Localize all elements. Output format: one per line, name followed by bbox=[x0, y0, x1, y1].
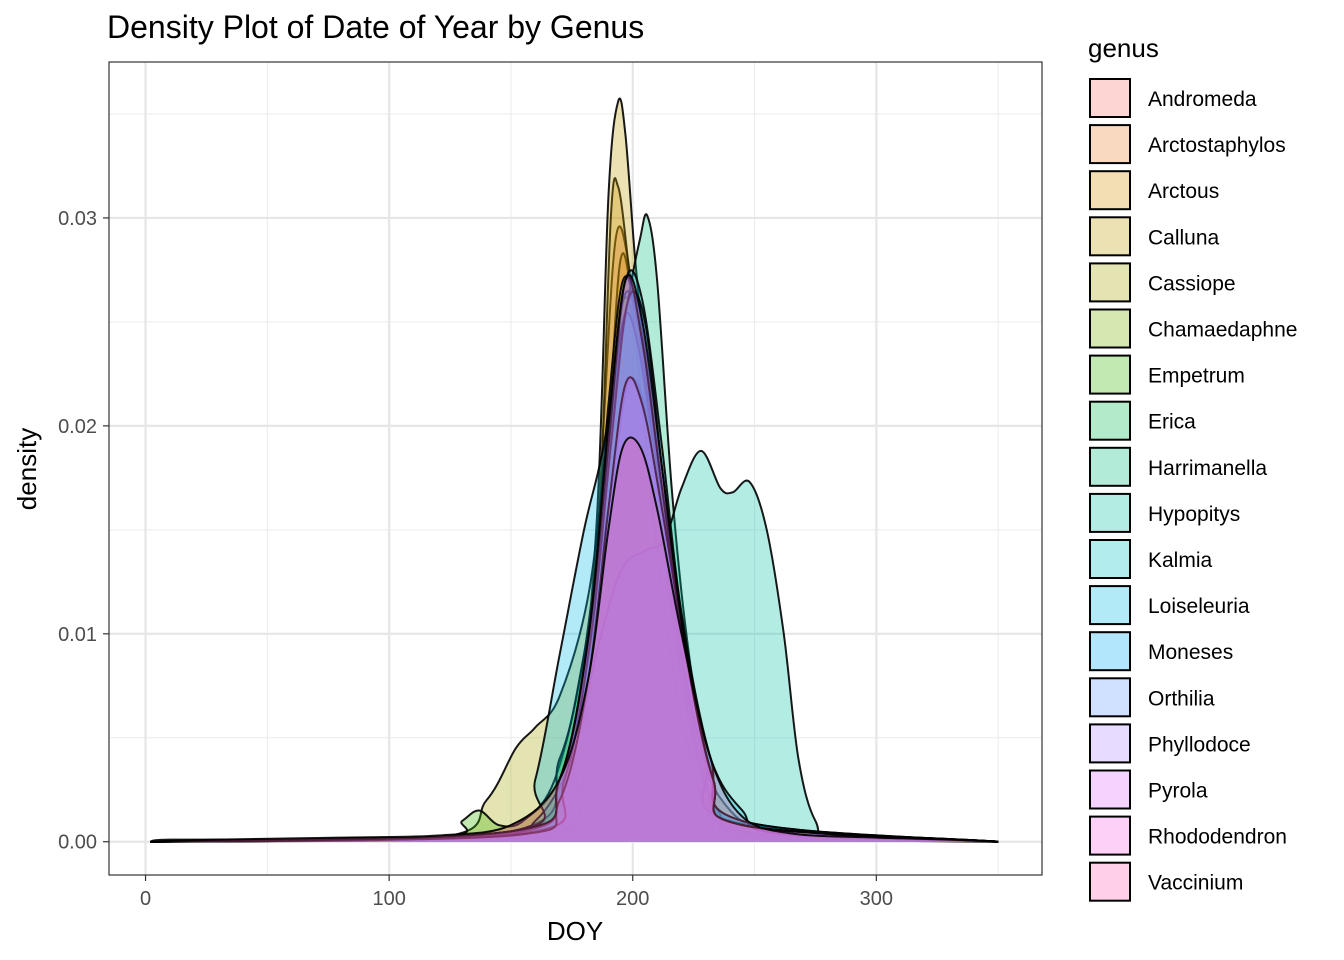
legend-label-cassiope: Cassiope bbox=[1148, 272, 1236, 295]
x-axis-title: DOY bbox=[547, 916, 603, 946]
y-tick-label: 0.02 bbox=[58, 416, 97, 438]
legend-label-hypopitys: Hypopitys bbox=[1148, 503, 1240, 526]
legend-title: genus bbox=[1088, 33, 1159, 63]
legend-label-arctostaphylos: Arctostaphylos bbox=[1148, 134, 1286, 157]
legend-label-rhododendron: Rhododendron bbox=[1148, 826, 1287, 849]
legend-label-erica: Erica bbox=[1148, 411, 1196, 434]
legend-label-andromeda: Andromeda bbox=[1148, 88, 1257, 111]
legend-key-bg-kalmia bbox=[1088, 538, 1132, 580]
legend-swatch-arctostaphylos bbox=[1089, 124, 1131, 165]
density-area-hypopitys bbox=[150, 450, 999, 842]
legend-label-kalmia: Kalmia bbox=[1148, 549, 1213, 572]
legend-key-bg-rhododendron bbox=[1088, 814, 1132, 857]
y-axis: 0.00 0.01 0.02 0.03 bbox=[58, 208, 109, 854]
legend-swatch-chamaedaphne bbox=[1089, 308, 1131, 349]
legend-swatch-pyrola bbox=[1089, 769, 1131, 810]
legend-swatch-arctous bbox=[1089, 170, 1131, 211]
plot-border bbox=[108, 61, 1043, 876]
legend: Andromeda Arctostaphylos Arctous Calluna Cas… bbox=[1088, 77, 1297, 903]
x-axis: 0 100 200 300 bbox=[140, 875, 893, 910]
legend-key-bg-vaccinium bbox=[1088, 860, 1132, 903]
legend-swatch-calluna bbox=[1089, 216, 1131, 257]
y-tick-label: 0.01 bbox=[58, 624, 97, 646]
legend-swatch-phyllodoce bbox=[1089, 723, 1131, 764]
legend-swatch-loiseleuria bbox=[1089, 585, 1131, 626]
x-tick-label: 300 bbox=[860, 888, 893, 910]
legend-label-arctous: Arctous bbox=[1148, 180, 1219, 203]
x-tick-label: 0 bbox=[140, 888, 151, 910]
legend-swatch-rhododendron bbox=[1089, 815, 1131, 856]
legend-key-bg-empetrum bbox=[1088, 353, 1132, 396]
legend-swatch-andromeda bbox=[1089, 78, 1131, 118]
y-tick-label: 0.03 bbox=[58, 208, 97, 230]
legend-key-bg-orthilia bbox=[1088, 676, 1132, 719]
density-line-rhododendron bbox=[150, 273, 999, 843]
series-layer bbox=[150, 97, 999, 843]
legend-key-bg-erica bbox=[1088, 399, 1132, 442]
legend-key-bg-harrimanella bbox=[1088, 445, 1132, 488]
density-line-calluna bbox=[150, 97, 999, 843]
legend-label-empetrum: Empetrum bbox=[1148, 365, 1245, 388]
legend-swatch-moneses bbox=[1089, 631, 1131, 672]
legend-label-harrimanella: Harrimanella bbox=[1148, 457, 1267, 480]
grid-minor bbox=[109, 62, 1042, 875]
legend-key-bg-pyrola bbox=[1088, 768, 1132, 811]
legend-label-pyrola: Pyrola bbox=[1148, 780, 1208, 803]
chart-title: Density Plot of Date of Year by Genus bbox=[107, 9, 644, 45]
legend-swatch-kalmia bbox=[1089, 539, 1131, 579]
density-area-loiseleuria bbox=[150, 291, 999, 842]
legend-label-vaccinium: Vaccinium bbox=[1148, 872, 1243, 895]
density-line-hypopitys bbox=[150, 449, 999, 843]
legend-key-bg-arctous bbox=[1088, 169, 1132, 212]
legend-key-bg-arctostaphylos bbox=[1088, 123, 1132, 166]
legend-label-orthilia: Orthilia bbox=[1148, 687, 1215, 710]
legend-key-bg-moneses bbox=[1088, 630, 1132, 673]
density-line-vaccinium bbox=[150, 436, 999, 843]
x-tick-label: 200 bbox=[616, 888, 649, 910]
legend-key-bg-loiseleuria bbox=[1088, 584, 1132, 627]
y-tick-label: 0.00 bbox=[58, 832, 97, 854]
legend-key-bg-hypopitys bbox=[1088, 491, 1132, 534]
legend-swatch-harrimanella bbox=[1089, 446, 1131, 487]
legend-label-loiseleuria: Loiseleuria bbox=[1148, 595, 1250, 618]
legend-swatch-hypopitys bbox=[1089, 492, 1131, 533]
legend-key-bg-calluna bbox=[1088, 215, 1132, 258]
legend-key-bg-chamaedaphne bbox=[1088, 307, 1132, 350]
legend-key-bg-phyllodoce bbox=[1088, 722, 1132, 765]
legend-swatch-empetrum bbox=[1089, 354, 1131, 395]
legend-key-bg-cassiope bbox=[1088, 261, 1132, 304]
legend-label-chamaedaphne: Chamaedaphne bbox=[1148, 319, 1297, 342]
density-area-vaccinium bbox=[150, 437, 999, 842]
legend-swatch-vaccinium bbox=[1089, 861, 1131, 902]
legend-label-calluna: Calluna bbox=[1148, 226, 1220, 249]
legend-swatch-orthilia bbox=[1089, 677, 1131, 718]
grid-major bbox=[109, 62, 1042, 875]
legend-label-phyllodoce: Phyllodoce bbox=[1148, 733, 1251, 756]
legend-swatch-cassiope bbox=[1089, 262, 1131, 303]
y-axis-title: density bbox=[12, 428, 42, 510]
legend-label-moneses: Moneses bbox=[1148, 641, 1233, 664]
legend-swatch-erica bbox=[1089, 400, 1131, 441]
x-tick-label: 100 bbox=[372, 888, 405, 910]
legend-key-bg-andromeda bbox=[1088, 77, 1132, 119]
